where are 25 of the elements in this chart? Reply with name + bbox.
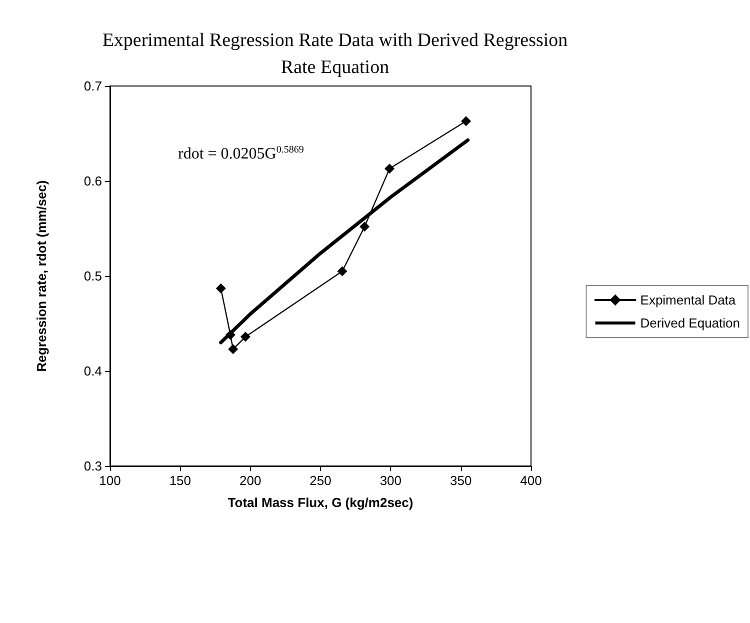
y-tick-label: 0.6 xyxy=(84,174,102,188)
y-tick-label: 0.3 xyxy=(84,458,102,474)
y-tick-label: 0.4 xyxy=(84,364,102,378)
point xyxy=(360,222,370,232)
x-axis-title: Total Mass Flux, G (kg/m2sec) xyxy=(228,495,414,510)
point xyxy=(225,330,236,340)
legend-label: Expimental Data xyxy=(640,292,736,308)
point xyxy=(228,344,238,354)
x-tick-label: 200 xyxy=(239,473,262,488)
point xyxy=(240,332,250,342)
point xyxy=(461,116,472,126)
x-tick-label: 100 xyxy=(99,473,121,488)
point xyxy=(216,283,226,294)
x-tick-label: 350 xyxy=(450,473,472,488)
x-tick-label: 150 xyxy=(169,473,192,488)
point xyxy=(337,266,348,276)
point xyxy=(384,164,395,174)
x-tick-label: 300 xyxy=(380,473,402,488)
chart-title: Experimental Regression Rate Data with Derived Regression Rate Equation xyxy=(102,30,568,78)
y-axis-title: Regression rate, rdot (mm/sec) xyxy=(34,180,49,372)
legend-label: Derived Equation xyxy=(640,316,740,330)
x-tick-label: 250 xyxy=(310,473,332,488)
x-tick-label: 400 xyxy=(520,473,542,488)
y-tick-label: 0.5 xyxy=(84,268,102,284)
y-tick-label: 0.7 xyxy=(84,78,102,94)
